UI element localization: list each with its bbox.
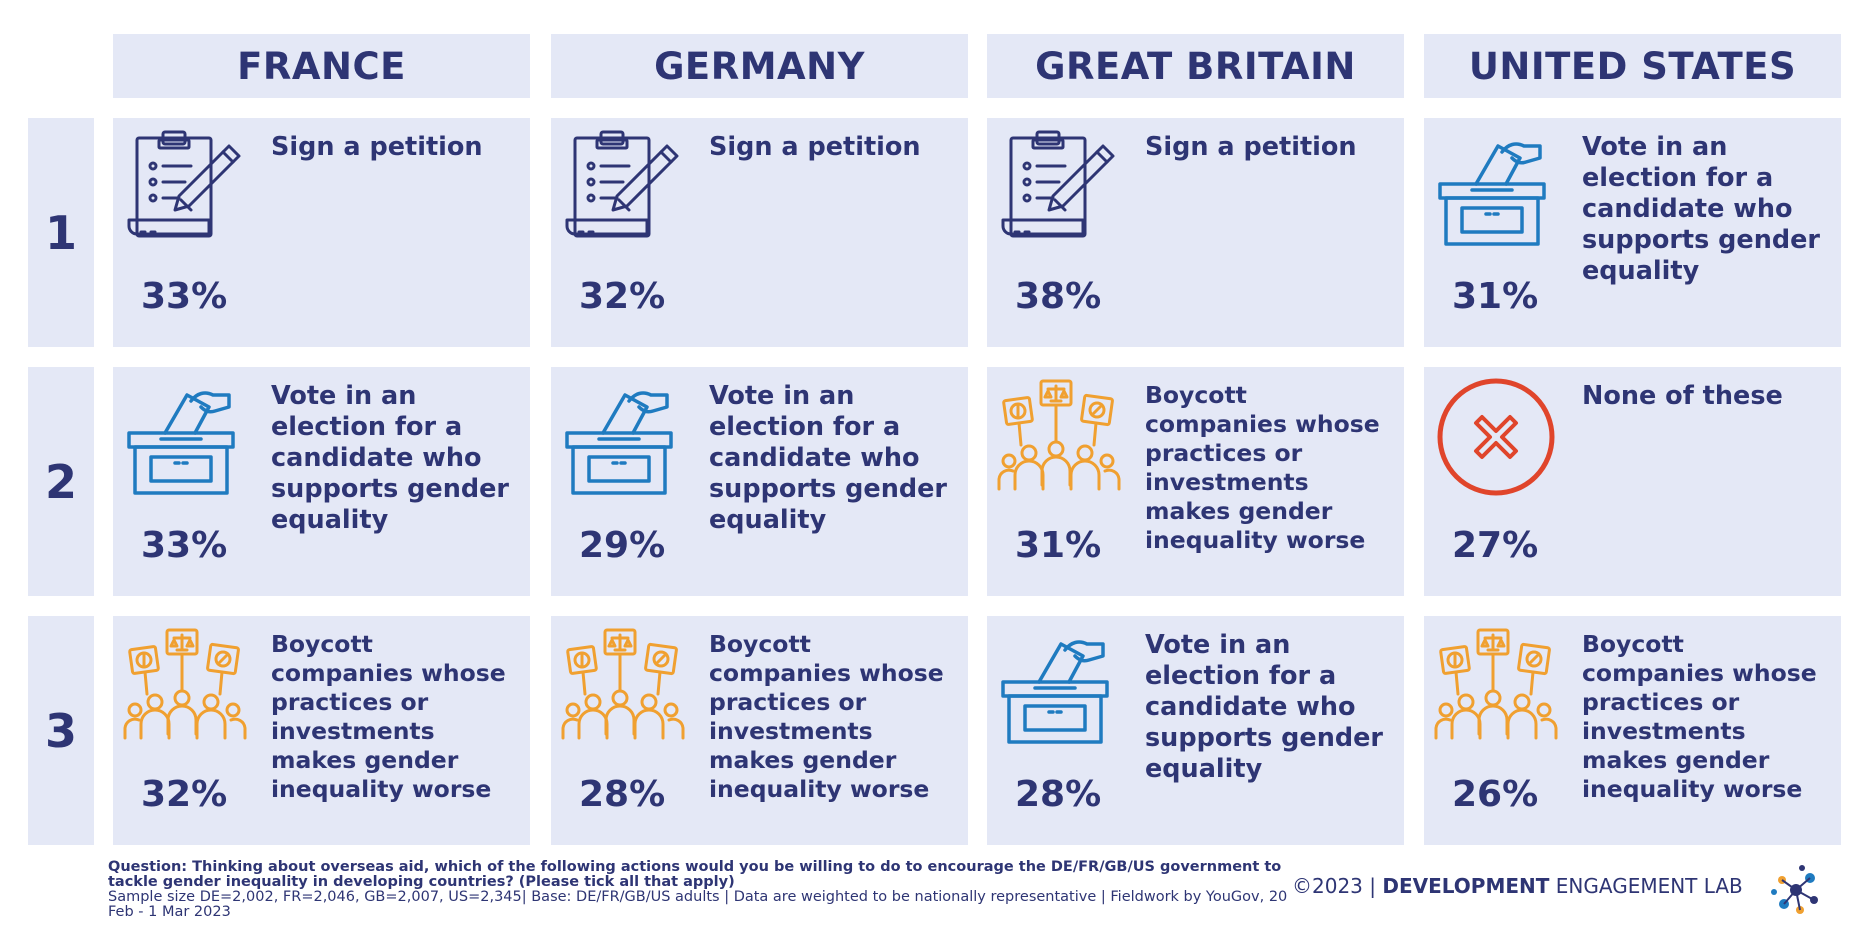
percentage-value: 28%: [579, 774, 666, 815]
action-label: None of these: [1582, 381, 1783, 411]
action-label: Boycott companies whose practices or inv…: [271, 630, 506, 803]
ballot-box-icon: [123, 377, 247, 497]
action-card: Sign a petition 33%: [113, 118, 530, 347]
del-logo-icon: [1766, 862, 1826, 918]
action-label: Vote in an election for a candidate who …: [709, 381, 948, 535]
survey-question: Question: Thinking about overseas aid, w…: [108, 859, 1282, 890]
action-label: Boycott companies whose practices or inv…: [1582, 630, 1817, 803]
petition-icon: [561, 128, 685, 248]
percentage-value: 33%: [141, 525, 228, 566]
action-label: Boycott companies whose practices or inv…: [1145, 381, 1380, 554]
rank-label: 2: [28, 367, 94, 596]
footnote: Question: Thinking about overseas aid, w…: [108, 860, 1288, 920]
boycott-protest-icon: [1434, 626, 1558, 746]
percentage-value: 31%: [1452, 276, 1539, 317]
action-card: Vote in an election for a candidate who …: [1424, 118, 1841, 347]
action-card: Boycott companies whose practices or inv…: [113, 616, 530, 845]
percentage-value: 29%: [579, 525, 666, 566]
ballot-box-icon: [997, 626, 1121, 746]
country-header: GERMANY: [551, 34, 968, 98]
action-card: Boycott companies whose practices or inv…: [1424, 616, 1841, 845]
brand-name-rest: ENGAGEMENT LAB: [1549, 874, 1743, 898]
action-card: Sign a petition 38%: [987, 118, 1404, 347]
ballot-box-icon: [1434, 128, 1558, 248]
action-label: Sign a petition: [271, 132, 483, 162]
ballot-box-icon: [561, 377, 685, 497]
action-card: Sign a petition 32%: [551, 118, 968, 347]
action-label: Boycott companies whose practices or inv…: [709, 630, 944, 803]
percentage-value: 26%: [1452, 774, 1539, 815]
brand-credit: ©2023 | DEVELOPMENT ENGAGEMENT LAB: [1292, 874, 1743, 898]
percentage-value: 32%: [141, 774, 228, 815]
action-label: Sign a petition: [709, 132, 921, 162]
action-label: Vote in an election for a candidate who …: [271, 381, 510, 535]
action-label: Vote in an election for a candidate who …: [1582, 132, 1821, 286]
action-card: Vote in an election for a candidate who …: [551, 367, 968, 596]
country-header: GREAT BRITAIN: [987, 34, 1404, 98]
action-card: None of these 27%: [1424, 367, 1841, 596]
sample-info: Sample size DE=2,002, FR=2,046, GB=2,007…: [108, 889, 1288, 920]
action-label: Sign a petition: [1145, 132, 1357, 162]
copyright-text: ©2023 |: [1292, 874, 1383, 898]
action-card: Vote in an election for a candidate who …: [113, 367, 530, 596]
percentage-value: 27%: [1452, 525, 1539, 566]
action-card: Boycott companies whose practices or inv…: [987, 367, 1404, 596]
boycott-protest-icon: [123, 626, 247, 746]
percentage-value: 38%: [1015, 276, 1102, 317]
action-label: Vote in an election for a candidate who …: [1145, 630, 1384, 784]
petition-icon: [123, 128, 247, 248]
rank-label: 1: [28, 118, 94, 347]
brand-name-bold: DEVELOPMENT: [1382, 874, 1550, 898]
percentage-value: 28%: [1015, 774, 1102, 815]
rank-label: 3: [28, 616, 94, 845]
boycott-protest-icon: [997, 377, 1121, 497]
percentage-value: 32%: [579, 276, 666, 317]
action-card: Boycott companies whose practices or inv…: [551, 616, 968, 845]
percentage-value: 33%: [141, 276, 228, 317]
country-header: FRANCE: [113, 34, 530, 98]
country-header: UNITED STATES: [1424, 34, 1841, 98]
percentage-value: 31%: [1015, 525, 1102, 566]
action-card: Vote in an election for a candidate who …: [987, 616, 1404, 845]
none-cross-icon: [1434, 377, 1558, 497]
petition-icon: [997, 128, 1121, 248]
boycott-protest-icon: [561, 626, 685, 746]
